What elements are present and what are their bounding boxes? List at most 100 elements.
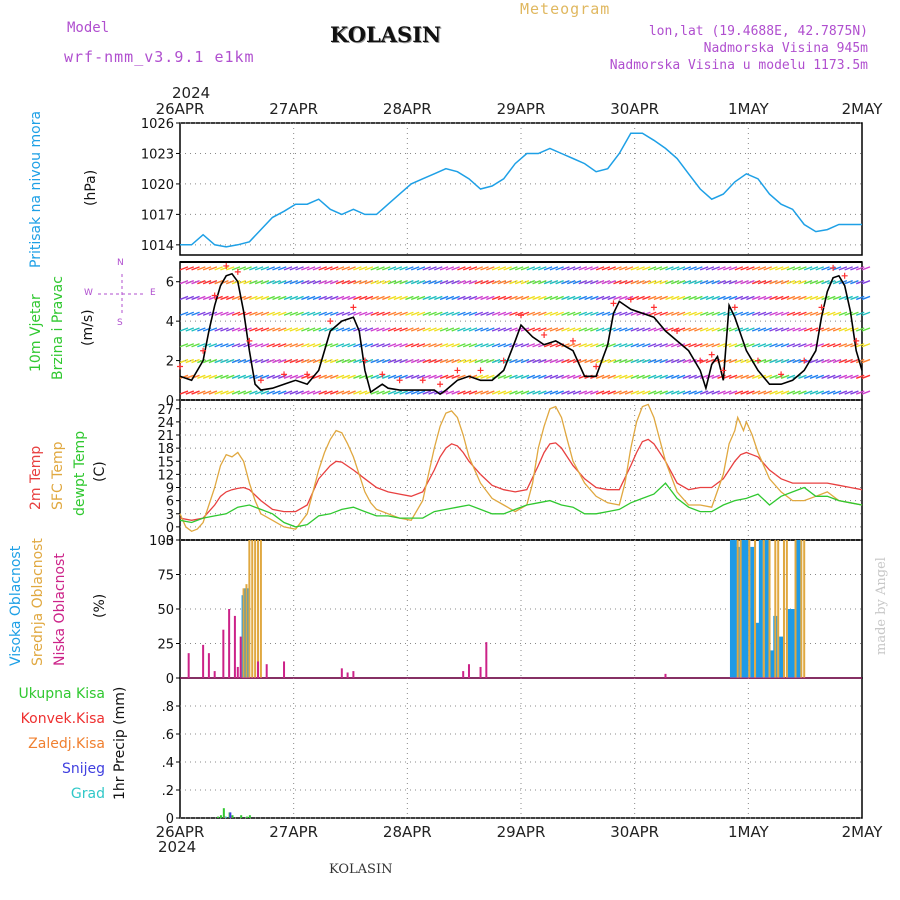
wind-barb	[636, 374, 645, 379]
wind-barb	[751, 390, 761, 395]
wind-barb	[613, 390, 622, 395]
wind-barb	[740, 266, 749, 271]
wind-barb	[335, 327, 345, 332]
wind-barb	[324, 280, 333, 285]
wind-barb	[480, 266, 489, 271]
wind-barb	[266, 295, 275, 301]
wind-barb	[566, 327, 576, 332]
wind-barb	[532, 374, 541, 379]
wind-barb	[757, 311, 767, 316]
wind-barb	[208, 295, 218, 301]
wind-barb	[717, 390, 726, 395]
wind-barb	[699, 266, 709, 271]
wind-barb	[202, 374, 212, 379]
wind-barb	[642, 374, 651, 379]
wind-barb	[514, 390, 524, 395]
wind-barb	[711, 311, 720, 316]
wind-barb	[318, 374, 327, 379]
wind-barb	[555, 311, 564, 316]
wind-barb	[723, 295, 732, 301]
wind-barb	[179, 280, 189, 285]
wind-barb	[549, 374, 559, 379]
wind-barb	[832, 266, 842, 271]
wind-barb	[688, 311, 697, 316]
wind-barb	[237, 266, 247, 271]
wind-barb	[676, 295, 686, 301]
wind-barb	[376, 343, 385, 348]
wind-barb	[775, 295, 784, 301]
wind-barb	[197, 343, 206, 348]
wind-barb	[688, 266, 697, 271]
wind-barb	[457, 374, 466, 379]
wind-barb	[532, 295, 541, 301]
wind-barb	[630, 311, 640, 316]
wind-barb	[665, 280, 674, 285]
wind-barb	[844, 266, 853, 271]
wind-barb	[775, 327, 784, 332]
wind-barb	[578, 327, 588, 332]
cloud-high-bar	[790, 609, 795, 678]
wind-barb	[434, 327, 443, 332]
wind-barb	[855, 266, 865, 271]
wind-barb	[445, 280, 455, 285]
cloud-y-tick-label: 100	[149, 534, 174, 549]
wind-barb	[503, 311, 512, 316]
wind-barb	[330, 266, 339, 271]
wind-barb	[566, 343, 576, 348]
wind-barb	[538, 266, 547, 271]
wind-barb	[751, 374, 761, 379]
wind-barb	[665, 311, 674, 316]
wind-barb	[358, 266, 368, 271]
wind-barb	[225, 374, 235, 379]
wind-barb	[301, 390, 310, 395]
wind-barb	[312, 327, 322, 332]
wind-barb	[289, 280, 299, 285]
wind-barb	[439, 358, 449, 364]
wind-barb	[671, 390, 680, 395]
wind-barb	[393, 295, 403, 301]
wind-barb	[451, 374, 460, 379]
precip-label-hail: Grad	[70, 786, 105, 802]
wind-barb	[798, 343, 807, 348]
wind-barb	[827, 311, 836, 316]
wind-barb	[451, 390, 460, 395]
wind-barb	[335, 266, 345, 271]
precip-total-bar	[222, 808, 225, 818]
wind-barb	[364, 358, 374, 364]
wind-barb	[566, 358, 576, 364]
wind-barb	[249, 280, 258, 285]
wind-barb	[676, 374, 686, 379]
wind-barb	[197, 374, 206, 379]
wind-barb	[746, 327, 755, 332]
time-tick-label-top: 30APR	[610, 100, 659, 118]
wind-barb	[399, 327, 408, 332]
wind-barb	[364, 266, 374, 271]
wind-barb	[399, 311, 408, 316]
wind-barb	[699, 390, 709, 395]
wind-barb	[410, 295, 420, 301]
wind-barb	[439, 327, 449, 332]
time-tick-label-bottom: 28APR	[383, 823, 432, 841]
wind-barb	[382, 280, 391, 285]
wind-barb	[370, 374, 379, 379]
wind-barb	[439, 266, 449, 271]
wind-barb	[335, 390, 345, 395]
wind-barb	[474, 295, 484, 301]
wind-barb	[260, 266, 270, 271]
wind-barb	[734, 295, 744, 301]
wind-barb	[278, 266, 287, 271]
pressure-series-line	[180, 132, 862, 248]
cloud-mid-bar	[251, 540, 254, 678]
wind-barb	[798, 295, 807, 301]
wind-barb	[821, 266, 830, 271]
wind-barb	[653, 343, 663, 348]
wind-barb	[838, 343, 848, 348]
gust-marker	[841, 272, 848, 279]
wind-barb	[740, 327, 749, 332]
wind-barb	[775, 390, 784, 395]
wind-barb	[682, 266, 692, 271]
cloud-mid-bar	[748, 540, 751, 678]
wind-barb	[410, 390, 420, 395]
temp-sfc-line	[179, 403, 863, 533]
wind-barb	[827, 358, 836, 364]
